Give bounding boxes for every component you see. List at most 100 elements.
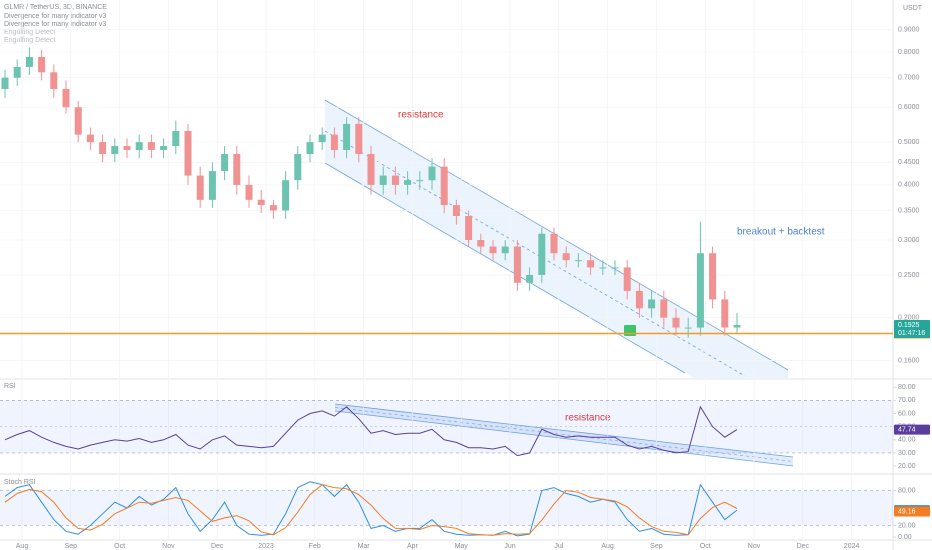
y-tick-label: 0.4000 [898, 182, 920, 189]
candle-body [721, 299, 729, 328]
rsi-channel-middle [334, 407, 794, 462]
candle-body [306, 142, 314, 155]
candle-body [501, 246, 509, 254]
value-badge [894, 424, 930, 435]
time-tick-label: Feb [309, 543, 321, 550]
candle-body [611, 267, 619, 269]
candle-body [233, 154, 241, 185]
y-tick-label: 80.00 [898, 487, 916, 494]
value-badge-label: 0.1925 [898, 322, 920, 329]
candle-body [13, 67, 21, 78]
candle-body [282, 180, 290, 211]
candle-body [172, 130, 180, 147]
y-tick-label: 0.2000 [898, 315, 920, 322]
candle-body [562, 253, 570, 261]
time-tick-label: Sep [650, 543, 663, 550]
candle-body [538, 233, 546, 275]
candle-body [379, 175, 387, 185]
time-tick-label: Oct [700, 543, 711, 550]
y-tick-label: 0.4500 [898, 159, 920, 166]
channel-lower [324, 162, 686, 374]
indicator-label: Engulfing Detect [4, 37, 55, 44]
rsi-channel-fill [335, 404, 793, 466]
y-tick-label: 0.3000 [898, 237, 920, 244]
candle-body [526, 274, 534, 283]
candle-body [587, 260, 595, 268]
y-tick-label: 0.6000 [898, 104, 920, 111]
value-badge [894, 506, 930, 517]
y-tick-label: 20.00 [898, 522, 916, 529]
value-badge-label: 47.74 [898, 426, 916, 433]
candle-body [574, 260, 582, 262]
candle-body [123, 146, 131, 150]
candle-body [696, 253, 704, 328]
candle-body [50, 72, 58, 89]
value-badge [894, 320, 930, 339]
candle-body [489, 246, 497, 254]
time-tick-label: Nov [748, 543, 761, 550]
time-tick-label: Aug [601, 543, 614, 550]
candle-body [416, 180, 424, 182]
countdown-label: 01:47:16 [898, 330, 925, 337]
candle-body [318, 134, 326, 143]
time-tick-label: Apr [407, 543, 419, 550]
candle-body [440, 166, 448, 206]
candle-body [99, 142, 107, 155]
candle-body [733, 325, 741, 328]
y-tick-label: 0.9000 [898, 26, 920, 33]
y-tick-label: 70.00 [898, 397, 916, 404]
engulfing-marker [624, 325, 636, 336]
chart-title: GLMR / TetherUS, 3D, BINANCE [4, 4, 107, 11]
indicator-label: Divergence for many indicator v3 [4, 21, 106, 28]
currency-label: USDT [903, 5, 923, 12]
candle-body [599, 267, 607, 269]
band-fill [0, 490, 893, 526]
annotation: resistance [398, 110, 444, 121]
candle-body [147, 142, 155, 150]
candle-body [648, 299, 656, 309]
y-tick-label: 0.2500 [898, 272, 920, 279]
candle-body [660, 299, 668, 318]
candle-body [477, 240, 485, 247]
annotation: breakout + backtest [737, 227, 825, 238]
candle-body [221, 154, 229, 172]
time-tick-label: 2023 [258, 543, 274, 550]
time-tick-label: Dec [797, 543, 810, 550]
candle-body [111, 146, 119, 155]
indicator-label: Divergence for many indicator v3 [4, 13, 106, 20]
candle-body [38, 56, 46, 73]
candle-body [1, 77, 9, 89]
y-tick-label: 0.7000 [898, 75, 920, 82]
annotation: resistance [565, 413, 611, 424]
time-tick-label: May [455, 543, 469, 550]
value-badge-label: 49.16 [898, 508, 916, 515]
candle-body [709, 253, 717, 300]
candle-body [404, 180, 412, 185]
time-tick-label: Oct [114, 543, 125, 550]
candle-body [269, 205, 277, 211]
candle-body [550, 233, 558, 254]
rsi-channel-lower [334, 410, 794, 467]
candle-body [25, 56, 33, 68]
candle-body [343, 123, 351, 150]
time-tick-label: Sep [65, 543, 78, 550]
time-tick-label: 2024 [844, 543, 860, 550]
candle-body [135, 142, 143, 150]
candle-body [684, 327, 692, 329]
y-tick-label: 60.00 [898, 410, 916, 417]
candle-body [465, 216, 473, 241]
candle-body [196, 175, 204, 200]
y-tick-label: 0.1600 [898, 357, 920, 364]
y-tick-label: 30.00 [898, 450, 916, 457]
candle-body [257, 199, 265, 206]
candle-body [672, 317, 680, 328]
y-tick-label: 20.00 [898, 463, 916, 470]
candle-body [294, 154, 302, 181]
indicator-line [4, 405, 738, 457]
time-tick-label: Dec [211, 543, 224, 550]
y-tick-label: 80.00 [898, 384, 916, 391]
y-tick-label: 40.00 [898, 437, 916, 444]
time-tick-label: Jul [554, 543, 563, 550]
candle-body [208, 171, 216, 200]
